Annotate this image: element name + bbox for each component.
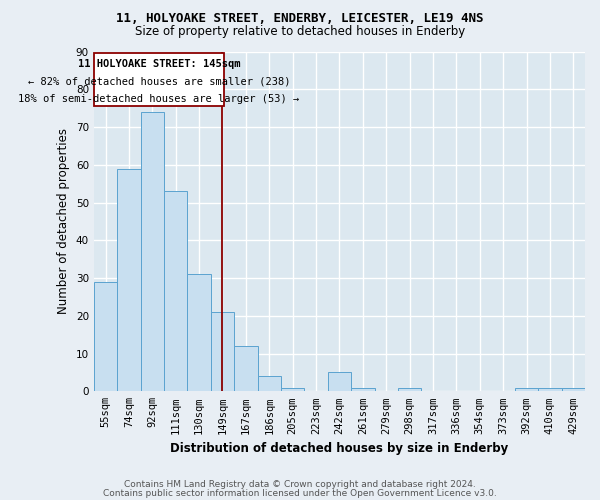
Bar — [562, 388, 585, 392]
Bar — [211, 312, 234, 392]
Bar — [515, 388, 538, 392]
Bar — [398, 388, 421, 392]
Bar — [117, 168, 140, 392]
Text: ← 82% of detached houses are smaller (238): ← 82% of detached houses are smaller (23… — [28, 76, 290, 86]
Bar — [328, 372, 351, 392]
Bar — [94, 282, 117, 392]
Text: 18% of semi-detached houses are larger (53) →: 18% of semi-detached houses are larger (… — [19, 94, 300, 104]
Bar — [187, 274, 211, 392]
Text: 11 HOLYOAKE STREET: 145sqm: 11 HOLYOAKE STREET: 145sqm — [78, 59, 241, 69]
Bar — [94, 54, 224, 106]
Text: Contains public sector information licensed under the Open Government Licence v3: Contains public sector information licen… — [103, 488, 497, 498]
Bar — [281, 388, 304, 392]
Bar — [257, 376, 281, 392]
Bar — [164, 191, 187, 392]
Bar — [234, 346, 257, 392]
Y-axis label: Number of detached properties: Number of detached properties — [58, 128, 70, 314]
Bar — [538, 388, 562, 392]
X-axis label: Distribution of detached houses by size in Enderby: Distribution of detached houses by size … — [170, 442, 509, 455]
Text: Contains HM Land Registry data © Crown copyright and database right 2024.: Contains HM Land Registry data © Crown c… — [124, 480, 476, 489]
Bar — [351, 388, 374, 392]
Bar — [140, 112, 164, 392]
Text: Size of property relative to detached houses in Enderby: Size of property relative to detached ho… — [135, 25, 465, 38]
Text: 11, HOLYOAKE STREET, ENDERBY, LEICESTER, LE19 4NS: 11, HOLYOAKE STREET, ENDERBY, LEICESTER,… — [116, 12, 484, 26]
